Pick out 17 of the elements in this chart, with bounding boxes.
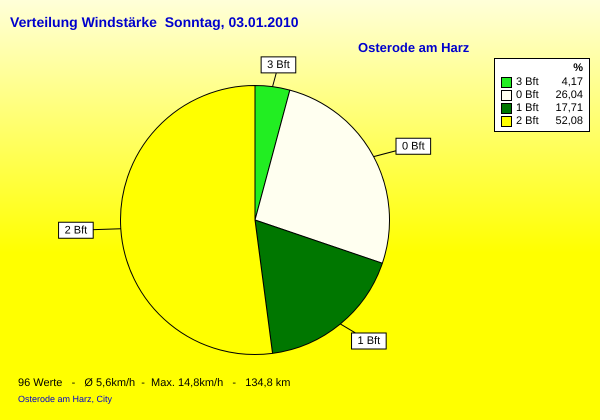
chart-subtitle: Osterode am Harz	[358, 40, 470, 55]
legend-title: %	[572, 62, 583, 74]
slice-label: 3 Bft	[267, 58, 290, 71]
text: 96 Werte - Ø 5,6km/h - Max. 14,8km/h - 134,8 km	[18, 377, 290, 389]
data-label: 17,71	[555, 102, 583, 115]
legend-label: 1 Bft	[516, 102, 539, 115]
data-label: 52,08	[555, 115, 583, 128]
legend-label: 3 Bft	[516, 76, 539, 89]
slice-label: 2 Bft	[64, 224, 88, 236]
text: Osterode am Harz, City	[18, 394, 112, 404]
slice-label: 1 Bft	[358, 335, 380, 348]
legend-label: 2 Bft	[516, 115, 539, 128]
chart-title: Verteilung Windstärke Sonntag, 03.01.2010	[10, 14, 299, 30]
slice-label: 0 Bft	[402, 140, 425, 152]
data-label: 4,17	[562, 76, 583, 89]
legend-label: 0 Bft	[516, 89, 539, 102]
data-label: 26,04	[555, 89, 583, 102]
